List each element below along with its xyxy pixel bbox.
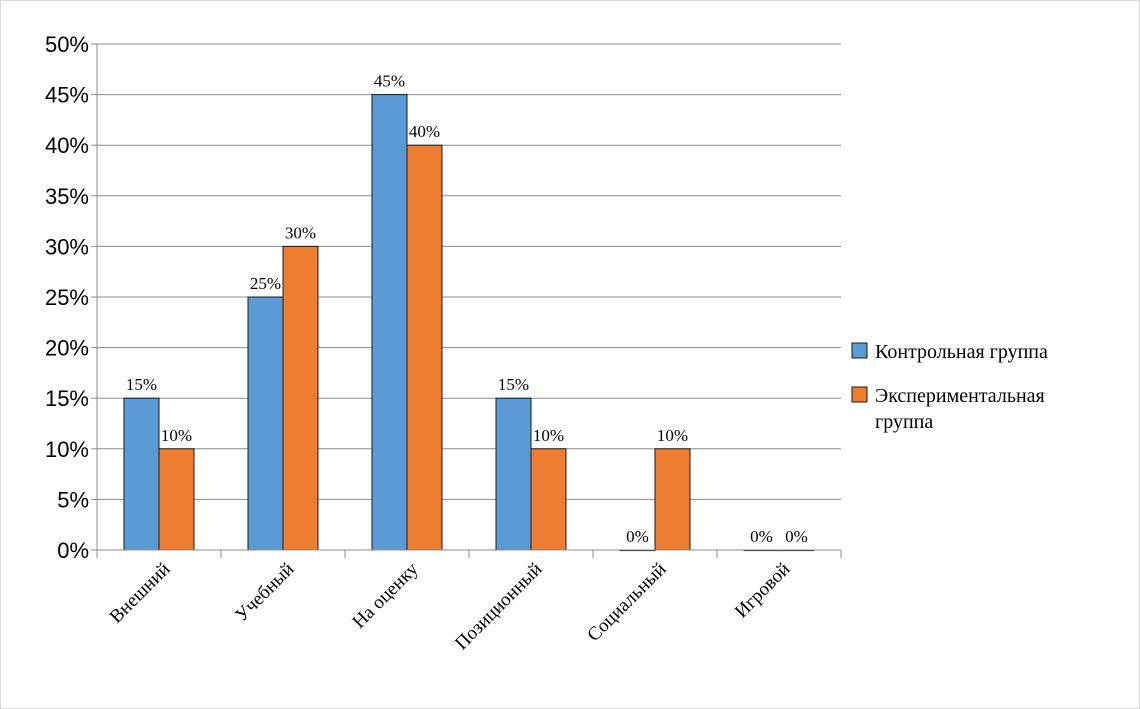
- y-tick-label: 10%: [45, 437, 89, 462]
- x-category-label: Игровой: [731, 559, 795, 623]
- bar: [371, 94, 408, 551]
- data-label: 15%: [126, 375, 157, 394]
- bar: [654, 448, 691, 551]
- data-label: 0%: [626, 527, 649, 546]
- data-label: 25%: [250, 274, 281, 293]
- y-tick-label: 0%: [57, 538, 89, 563]
- y-tick-label: 15%: [45, 386, 89, 411]
- y-tick-label: 25%: [45, 285, 89, 310]
- bar: [282, 245, 319, 551]
- bar: [158, 448, 195, 551]
- bars: [123, 94, 815, 552]
- legend: Контрольная группа Экспериментальная групп…: [851, 341, 1048, 433]
- data-label: 10%: [533, 426, 564, 445]
- gridlines: [97, 43, 841, 500]
- data-label: 10%: [161, 426, 192, 445]
- data-labels: 15% 10% 25% 30% 45% 40% 15% 10% 0% 10% 0% 0%: [126, 72, 808, 546]
- legend-label: Экспериментальная группа: [875, 385, 1045, 433]
- x-category-label: Позиционный: [451, 559, 546, 654]
- data-label: 45%: [374, 72, 405, 91]
- bar: [123, 397, 160, 551]
- data-label: 10%: [657, 426, 688, 445]
- data-label: 30%: [285, 223, 316, 242]
- legend-swatch: [851, 386, 868, 403]
- y-tick-label: 50%: [45, 32, 89, 57]
- bar: [495, 397, 532, 551]
- legend-swatch: [851, 342, 868, 359]
- y-tick-label: 5%: [57, 487, 89, 512]
- y-tick-label: 45%: [45, 83, 89, 108]
- bar: [406, 144, 443, 551]
- data-label: 40%: [409, 122, 440, 141]
- x-category-label: Внешний: [106, 559, 175, 628]
- data-label: 15%: [498, 375, 529, 394]
- x-axis: Внешний Учебный На оценку Позиционный Социал…: [96, 549, 842, 654]
- y-tick-label: 20%: [45, 336, 89, 361]
- x-category-label: На оценку: [349, 558, 423, 632]
- legend-label: Контрольная группа: [875, 341, 1048, 363]
- x-category-label: Социальный: [583, 559, 670, 646]
- bar: [530, 448, 567, 551]
- bar: [247, 296, 284, 551]
- y-tick-label: 35%: [45, 184, 89, 209]
- data-label: 0%: [785, 527, 808, 546]
- y-tick-label: 30%: [45, 234, 89, 259]
- data-label: 0%: [750, 527, 773, 546]
- y-tick-label: 40%: [45, 133, 89, 158]
- y-axis: 0% 5% 10% 15% 20% 25% 30% 35% 40% 45% 50%: [45, 32, 98, 563]
- x-category-label: Учебный: [231, 559, 298, 626]
